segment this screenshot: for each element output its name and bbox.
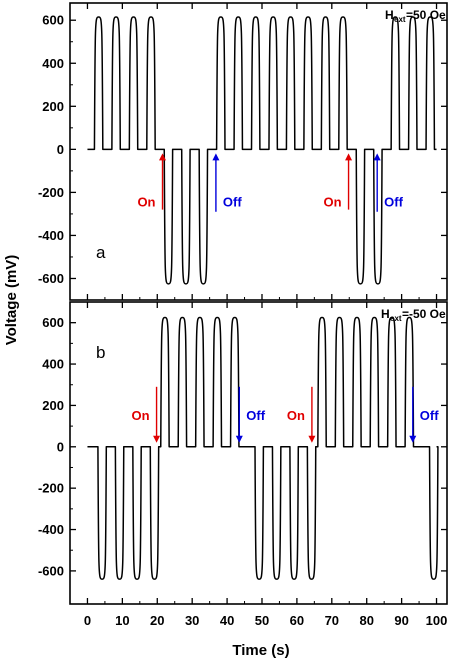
y-tick-label-b-1: 400 bbox=[42, 357, 64, 372]
panel-letter-a: a bbox=[96, 243, 106, 262]
annotation-arrowhead-b-2 bbox=[308, 435, 316, 443]
x-tick-label-2: 20 bbox=[150, 613, 164, 628]
y-tick-label-b-0: 600 bbox=[42, 315, 64, 330]
series-line-b bbox=[87, 316, 439, 580]
y-tick-label-a-0: 600 bbox=[42, 13, 64, 28]
x-tick-label-3: 30 bbox=[185, 613, 199, 628]
y-tick-label-a-5: -400 bbox=[38, 228, 64, 243]
annotation-label-b-2: On bbox=[287, 408, 305, 423]
y-tick-label-b-3: 0 bbox=[57, 439, 64, 454]
annotation-arrowhead-b-0 bbox=[153, 435, 161, 443]
annotation-arrowhead-a-2 bbox=[345, 153, 353, 161]
panel-frame-a bbox=[69, 2, 448, 301]
field-label-sub-a: ext bbox=[394, 15, 406, 24]
series-line-a bbox=[87, 16, 437, 285]
y-tick-label-a-2: 200 bbox=[42, 99, 64, 114]
y-tick-label-b-4: -200 bbox=[38, 481, 64, 496]
x-tick-label-9: 90 bbox=[394, 613, 408, 628]
x-tick-label-6: 60 bbox=[290, 613, 304, 628]
panel-a: 600 400 200 0 -200 -400 -600 On Off On Off a H ext =50… bbox=[38, 2, 448, 301]
annotation-label-a-2: On bbox=[323, 194, 341, 209]
y-tick-label-a-1: 400 bbox=[42, 56, 64, 71]
annotation-arrowhead-a-0 bbox=[159, 153, 167, 161]
annotation-arrowhead-b-1 bbox=[235, 435, 243, 443]
x-tick-label-4: 40 bbox=[220, 613, 234, 628]
x-tick-label-7: 70 bbox=[325, 613, 339, 628]
annotation-label-a-1: Off bbox=[223, 194, 242, 209]
y-tick-label-b-6: -600 bbox=[38, 563, 64, 578]
panel-b: 600 400 200 0 -200 -400 -600 On Off On Off b H ext =-5… bbox=[38, 301, 448, 605]
y-axis-title: Voltage (mV) bbox=[3, 255, 20, 346]
annotation-label-b-3: Off bbox=[420, 408, 439, 423]
y-tick-label-a-4: -200 bbox=[38, 185, 64, 200]
x-tick-label-8: 80 bbox=[359, 613, 373, 628]
annotation-label-b-1: Off bbox=[246, 408, 265, 423]
y-tick-label-a-6: -600 bbox=[38, 271, 64, 286]
annotation-arrowhead-a-3 bbox=[373, 153, 381, 161]
x-tick-label-1: 10 bbox=[115, 613, 129, 628]
field-label-value-b: =-50 Oe bbox=[402, 307, 446, 321]
annotation-arrowhead-b-3 bbox=[409, 435, 417, 443]
x-tick-label-0: 0 bbox=[84, 613, 91, 628]
field-label-b: H bbox=[381, 307, 390, 321]
y-tick-label-a-3: 0 bbox=[57, 142, 64, 157]
field-label-a: H bbox=[385, 8, 394, 22]
annotation-label-b-0: On bbox=[132, 408, 150, 423]
annotation-label-a-0: On bbox=[137, 194, 155, 209]
y-tick-label-b-5: -400 bbox=[38, 522, 64, 537]
x-tick-label-10: 100 bbox=[426, 613, 448, 628]
x-tick-label-5: 50 bbox=[255, 613, 269, 628]
annotation-label-a-3: Off bbox=[384, 194, 403, 209]
x-axis-title: Time (s) bbox=[232, 642, 289, 659]
field-label-value-a: =50 Oe bbox=[406, 8, 446, 22]
y-tick-label-b-2: 200 bbox=[42, 398, 64, 413]
annotation-arrowhead-a-1 bbox=[212, 153, 220, 161]
panel-letter-b: b bbox=[96, 343, 105, 362]
field-label-sub-b: ext bbox=[390, 314, 402, 323]
panel-frame-b bbox=[69, 301, 448, 605]
